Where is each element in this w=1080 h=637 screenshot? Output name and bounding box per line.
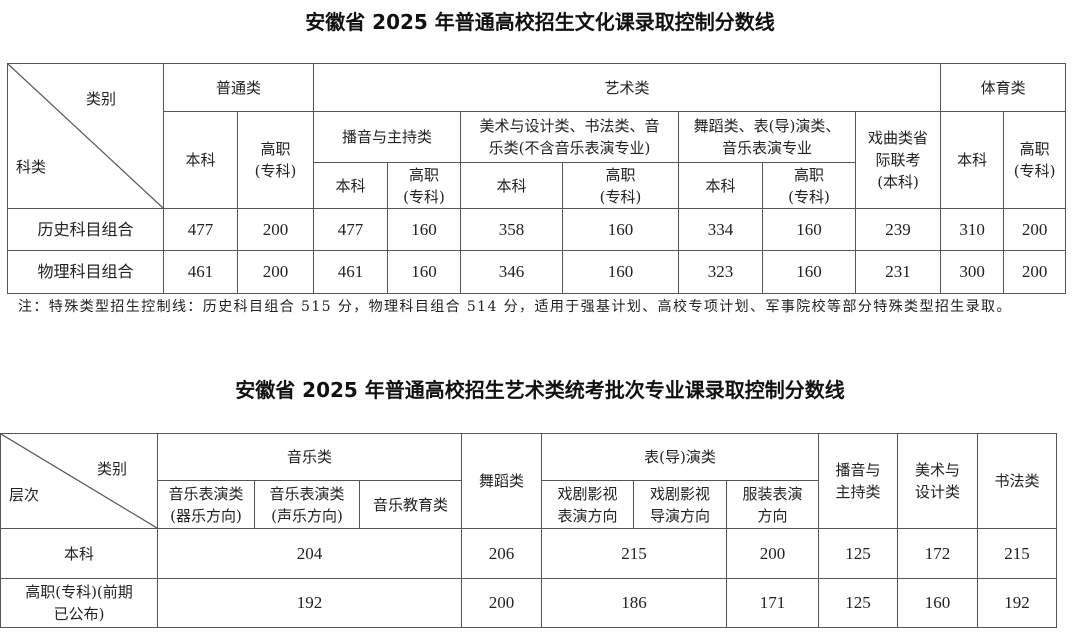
acting-directing: 戏剧影视导演方向 xyxy=(633,480,728,529)
cell: 200 xyxy=(236,250,315,294)
cell: 204 xyxy=(156,528,463,579)
art-opera: 戏曲类省际联考(本科) xyxy=(855,111,942,209)
music-vocal: 音乐表演类(声乐方向) xyxy=(254,480,360,529)
table2-title: 安徽省 2025 年普通高校招生艺术类统考批次专业课录取控制分数线 xyxy=(235,378,845,402)
cell: 160 xyxy=(387,208,462,251)
sports-gz: 高职 (专科) xyxy=(1003,111,1067,209)
corner-header: 类别 科类 xyxy=(7,63,164,209)
header-broadcast: 播音与主持类 xyxy=(818,433,899,529)
art-dance: 舞蹈类、表(导)演类、音乐表演专业 xyxy=(678,111,857,163)
header-art: 艺术类 xyxy=(313,63,942,112)
cell: 192 xyxy=(156,578,463,628)
corner-subject: 科类 xyxy=(16,158,47,176)
header-acting: 表(导)演类 xyxy=(541,433,820,481)
corner-category: 类别 xyxy=(97,460,128,478)
row-label: 物理科目组合 xyxy=(7,250,164,294)
header-music: 音乐类 xyxy=(156,433,463,481)
table-row: 高职(专科)(前期已公布) 192 200 186 171 125 160 19… xyxy=(0,578,1058,628)
cell: 300 xyxy=(940,250,1005,294)
cell: 160 xyxy=(762,250,857,294)
header-fine-art: 美术与设计类 xyxy=(897,433,979,529)
cell: 172 xyxy=(897,528,979,579)
header-general: 普通类 xyxy=(162,63,315,112)
art-fine-art: 美术与设计类、书法类、音乐类(不含音乐表演专业) xyxy=(460,111,680,163)
row-label: 高职(专科)(前期已公布) xyxy=(0,578,158,628)
cultural-score-table: 类别 科类 普通类 艺术类 体育类 本科 高职 (专科) 播音与主持类 美术与设计… xyxy=(7,63,1067,294)
corner-level: 层次 xyxy=(9,486,40,504)
fineart-gz: 高职 (专科) xyxy=(562,162,680,209)
cell: 477 xyxy=(163,208,238,251)
cell: 160 xyxy=(562,208,680,251)
cell: 192 xyxy=(977,578,1058,628)
art-broadcast: 播音与主持类 xyxy=(313,111,462,163)
cell: 125 xyxy=(818,578,899,628)
cell: 461 xyxy=(163,250,238,294)
cell: 206 xyxy=(461,528,543,579)
general-gz: 高职 (专科) xyxy=(236,111,315,209)
cell: 200 xyxy=(1003,250,1067,294)
table1-note: 注：特殊类型招生控制线：历史科目组合 515 分，物理科目组合 514 分，适用… xyxy=(18,299,1012,315)
cell: 186 xyxy=(541,578,728,628)
acting-performance: 戏剧影视表演方向 xyxy=(541,480,635,529)
cell: 200 xyxy=(461,578,543,628)
cell: 310 xyxy=(940,208,1005,251)
cell: 171 xyxy=(726,578,820,628)
cell: 323 xyxy=(678,250,764,294)
cell: 334 xyxy=(678,208,764,251)
cell: 477 xyxy=(313,208,389,251)
fineart-bk: 本科 xyxy=(460,162,564,209)
row-label: 历史科目组合 xyxy=(7,208,164,251)
cell: 125 xyxy=(818,528,899,579)
corner-category: 类别 xyxy=(86,90,117,108)
header-dance: 舞蹈类 xyxy=(461,433,543,529)
acting-fashion: 服装表演方向 xyxy=(726,480,820,529)
cell: 160 xyxy=(762,208,857,251)
cell: 215 xyxy=(541,528,728,579)
music-education: 音乐教育类 xyxy=(358,480,463,529)
table1-title: 安徽省 2025 年普通高校招生文化课录取控制分数线 xyxy=(305,10,775,34)
cell: 461 xyxy=(313,250,389,294)
cell: 160 xyxy=(562,250,680,294)
sports-bk: 本科 xyxy=(940,111,1005,209)
header-sports: 体育类 xyxy=(940,63,1067,112)
cell: 346 xyxy=(460,250,564,294)
row-label: 本科 xyxy=(0,528,158,579)
table-row: 物理科目组合 461 200 461 160 346 160 323 160 2… xyxy=(7,250,1067,294)
cell: 200 xyxy=(726,528,820,579)
dance-gz: 高职 (专科) xyxy=(762,162,857,209)
cell: 239 xyxy=(855,208,942,251)
header-calligraphy: 书法类 xyxy=(977,433,1058,529)
music-instrument: 音乐表演类(器乐方向) xyxy=(157,480,255,529)
cell: 231 xyxy=(855,250,942,294)
cell: 358 xyxy=(460,208,564,251)
broadcast-bk: 本科 xyxy=(313,162,389,209)
cell: 160 xyxy=(387,250,462,294)
cell: 200 xyxy=(236,208,315,251)
cell: 200 xyxy=(1003,208,1067,251)
corner-header: 类别 层次 xyxy=(0,433,158,529)
general-bk: 本科 xyxy=(163,111,238,209)
broadcast-gz: 高职 (专科) xyxy=(387,162,462,209)
table-row: 历史科目组合 477 200 477 160 358 160 334 160 2… xyxy=(7,208,1067,251)
dance-bk: 本科 xyxy=(678,162,764,209)
art-score-table: 类别 层次 音乐类 舞蹈类 表(导)演类 播音与主持类 美术与设计类 书法类 音… xyxy=(0,433,1058,628)
cell: 215 xyxy=(977,528,1058,579)
table-row: 本科 204 206 215 200 125 172 215 xyxy=(0,528,1058,579)
cell: 160 xyxy=(897,578,979,628)
